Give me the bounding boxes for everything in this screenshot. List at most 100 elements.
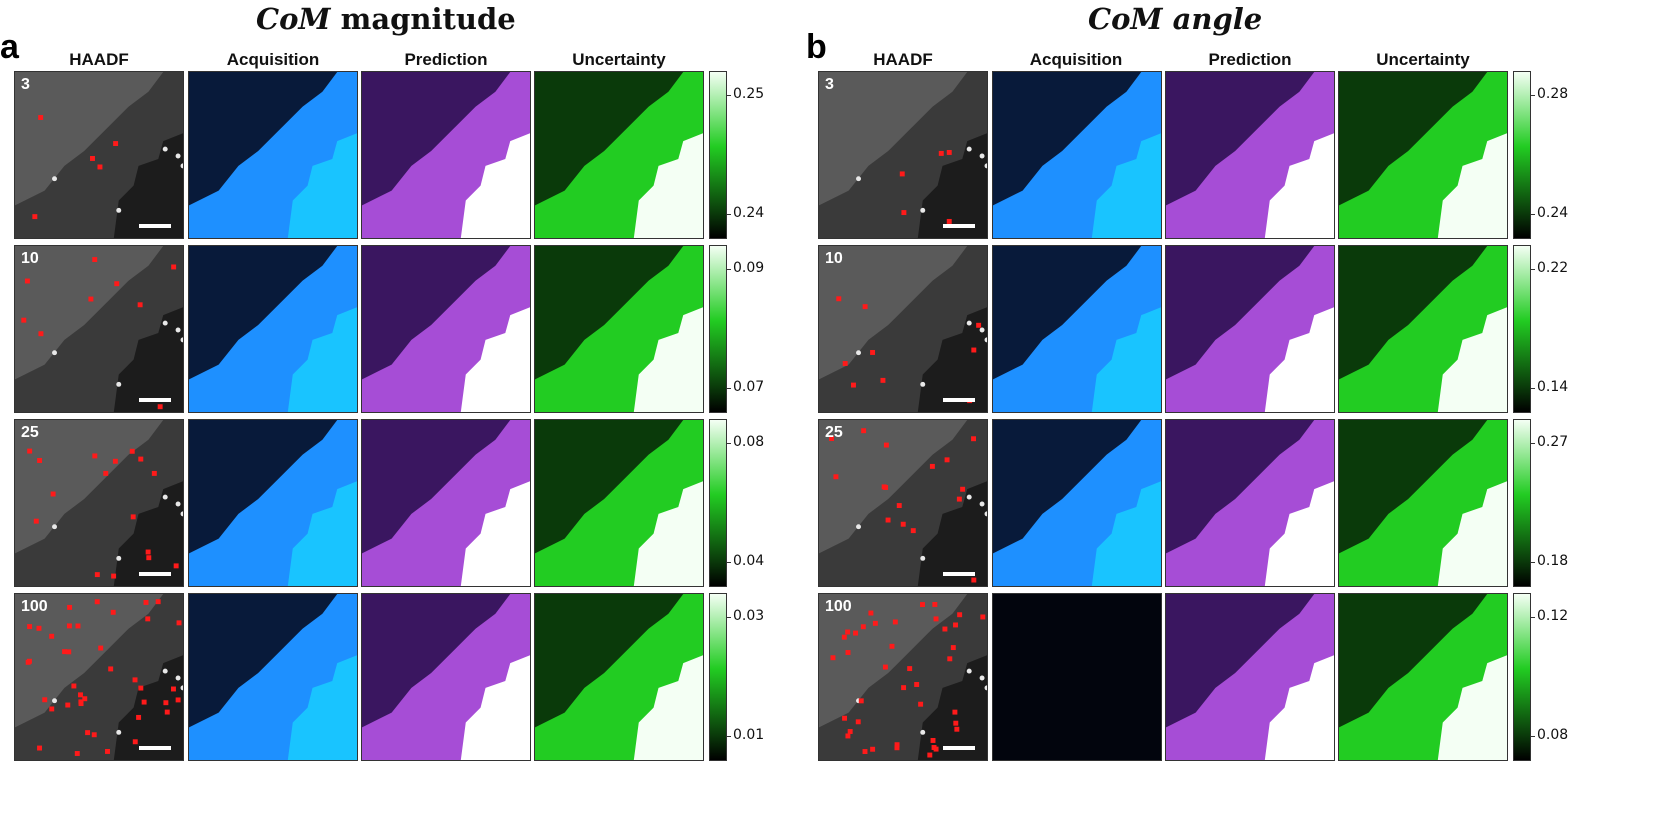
col-header-acquisition-a: Acquisition — [226, 50, 320, 69]
tile-acquisition-a-row4 — [188, 593, 358, 761]
tile-uncertainty-a-row3 — [534, 419, 704, 587]
colorbar-tick-label: 0.08 — [733, 434, 765, 450]
tile-uncertainty-b-row1 — [1338, 71, 1508, 239]
tile-haadf-a-row1: 3 — [14, 71, 184, 239]
colorbar-tick-label: 0.03 — [733, 608, 765, 624]
scale-bar — [943, 746, 975, 750]
colorbar-tick-mark — [1531, 443, 1535, 444]
col-header-haadf-a: HAADF — [69, 50, 129, 69]
tile-prediction-a-row3 — [361, 419, 531, 587]
colorbar-tick-mark — [1531, 269, 1535, 270]
tile-prediction-a-row4 — [361, 593, 531, 761]
colorbar-tick-mark — [727, 617, 731, 618]
panel-a-letter: a — [0, 28, 19, 66]
tile-acquisition-b-row1 — [992, 71, 1162, 239]
colorbar-tick-label: 0.18 — [1537, 553, 1569, 569]
col-header-haadf-b: HAADF — [873, 50, 933, 69]
tile-acquisition-a-row1 — [188, 71, 358, 239]
colorbar-tick-label: 0.12 — [1537, 608, 1569, 624]
tile-haadf-a-row4: 100 — [14, 593, 184, 761]
colorbar-tick-mark — [727, 443, 731, 444]
colorbar-tick-mark — [727, 95, 731, 96]
colorbar-tick-label: 0.22 — [1537, 260, 1569, 276]
colorbar-tick-label: 0.27 — [1537, 434, 1569, 450]
colorbar-tick-label: 0.25 — [733, 86, 765, 102]
panel-b-letter: b — [806, 28, 827, 66]
tile-haadf-a-row2: 10 — [14, 245, 184, 413]
scale-bar — [139, 398, 171, 402]
tile-uncertainty-a-row4 — [534, 593, 704, 761]
tile-haadf-b-row2: 10 — [818, 245, 988, 413]
col-header-prediction-a: Prediction — [404, 50, 488, 69]
row-label: 10 — [21, 250, 39, 267]
row-label: 25 — [825, 424, 843, 441]
tile-prediction-a-row2 — [361, 245, 531, 413]
tile-acquisition-b-row3 — [992, 419, 1162, 587]
colorbar-tick-label: 0.07 — [733, 379, 765, 395]
colorbar-tick-label: 0.09 — [733, 260, 765, 276]
colorbar-tick-mark — [1531, 214, 1535, 215]
panel-a-title-math: CoM — [256, 2, 331, 36]
col-header-uncertainty-a: Uncertainty — [572, 50, 666, 69]
colorbar-tick-label: 0.04 — [733, 553, 765, 569]
tile-uncertainty-a-row2 — [534, 245, 704, 413]
colorbar-tick-label: 0.28 — [1537, 86, 1569, 102]
panel-a-title-rest: magnitude — [330, 2, 516, 36]
colorbar — [709, 245, 727, 413]
tile-acquisition-b-row4 — [992, 593, 1162, 761]
scale-bar — [943, 224, 975, 228]
colorbar-tick-mark — [727, 562, 731, 563]
panel-b-title: CoM angle — [1088, 2, 1262, 36]
tile-prediction-b-row2 — [1165, 245, 1335, 413]
colorbar-tick-label: 0.24 — [1537, 205, 1569, 221]
scale-bar — [943, 398, 975, 402]
scale-bar — [943, 572, 975, 576]
colorbar-tick-mark — [1531, 562, 1535, 563]
tile-haadf-b-row3: 25 — [818, 419, 988, 587]
tile-acquisition-a-row2 — [188, 245, 358, 413]
colorbar-tick-mark — [1531, 617, 1535, 618]
col-header-uncertainty-b: Uncertainty — [1376, 50, 1470, 69]
panel-b-title-math: CoM angle — [1088, 2, 1263, 36]
tile-haadf-b-row1: 3 — [818, 71, 988, 239]
col-header-acquisition-b: Acquisition — [1029, 50, 1123, 69]
colorbar — [709, 419, 727, 587]
colorbar — [1513, 419, 1531, 587]
col-header-prediction-b: Prediction — [1208, 50, 1292, 69]
colorbar-tick-mark — [1531, 95, 1535, 96]
row-label: 3 — [21, 76, 30, 93]
panel-a-title: CoM magnitude — [256, 2, 516, 36]
colorbar-tick-label: 0.08 — [1537, 727, 1569, 743]
colorbar-tick-label: 0.14 — [1537, 379, 1569, 395]
row-label: 3 — [825, 76, 834, 93]
colorbar-tick-label: 0.24 — [733, 205, 765, 221]
colorbar — [709, 593, 727, 761]
tile-acquisition-b-row2 — [992, 245, 1162, 413]
row-label: 100 — [21, 598, 48, 615]
tile-acquisition-a-row3 — [188, 419, 358, 587]
tile-prediction-b-row4 — [1165, 593, 1335, 761]
tile-uncertainty-b-row3 — [1338, 419, 1508, 587]
colorbar-tick-mark — [727, 214, 731, 215]
row-label: 10 — [825, 250, 843, 267]
colorbar — [709, 71, 727, 239]
tile-haadf-b-row4: 100 — [818, 593, 988, 761]
row-label: 25 — [21, 424, 39, 441]
scale-bar — [139, 746, 171, 750]
scale-bar — [139, 572, 171, 576]
colorbar-tick-mark — [1531, 388, 1535, 389]
colorbar — [1513, 593, 1531, 761]
tile-uncertainty-b-row2 — [1338, 245, 1508, 413]
tile-uncertainty-a-row1 — [534, 71, 704, 239]
row-label: 100 — [825, 598, 852, 615]
colorbar-tick-mark — [727, 388, 731, 389]
colorbar — [1513, 245, 1531, 413]
scale-bar — [139, 224, 171, 228]
tile-prediction-b-row3 — [1165, 419, 1335, 587]
tile-prediction-b-row1 — [1165, 71, 1335, 239]
colorbar-tick-label: 0.01 — [733, 727, 765, 743]
tile-haadf-a-row3: 25 — [14, 419, 184, 587]
colorbar — [1513, 71, 1531, 239]
colorbar-tick-mark — [1531, 736, 1535, 737]
tile-uncertainty-b-row4 — [1338, 593, 1508, 761]
